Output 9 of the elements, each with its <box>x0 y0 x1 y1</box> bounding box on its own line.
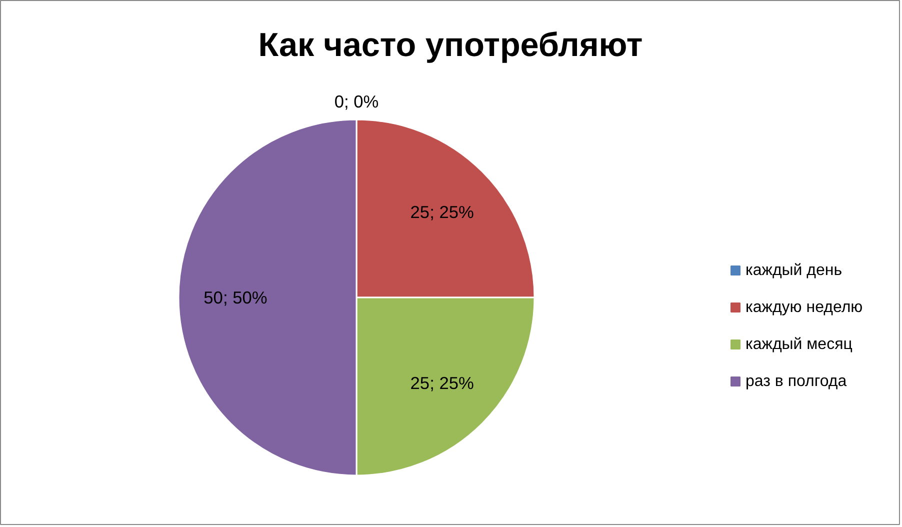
data-label: 50; 50% <box>204 288 268 308</box>
chart-title: Как часто употребляют <box>258 27 643 64</box>
text: 0; 0% <box>334 92 379 112</box>
legend-label: раз в полгода <box>746 373 847 390</box>
legend-label: каждый день <box>746 262 842 279</box>
data-label: 25; 25% <box>410 202 474 222</box>
data-label: 25; 25% <box>410 373 474 394</box>
legend-label: каждую неделю <box>746 299 863 316</box>
legend-label: каждый месяц <box>746 336 852 353</box>
